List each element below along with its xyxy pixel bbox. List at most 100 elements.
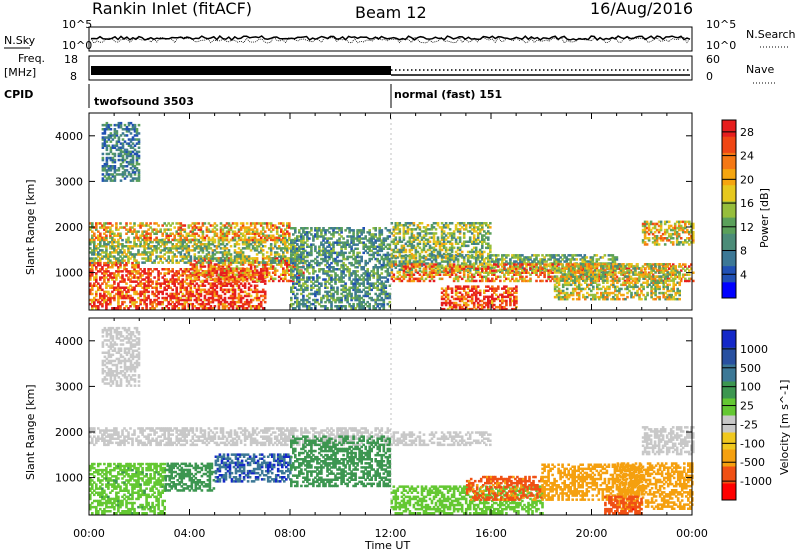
heatmap-cell	[145, 303, 148, 306]
heatmap-cell	[167, 255, 170, 257]
heatmap-cell	[110, 128, 113, 131]
heatmap-cell	[451, 222, 454, 225]
heatmap-cell	[294, 227, 297, 230]
heatmap-cell	[368, 293, 371, 296]
heatmap-cell	[130, 132, 133, 135]
noise-right-tick-bottom: 10^0	[706, 39, 736, 52]
heatmap-cell	[288, 233, 291, 236]
heatmap-cell	[258, 261, 261, 264]
heatmap-cell	[596, 254, 599, 257]
heatmap-cell	[437, 236, 440, 239]
heatmap-cell	[453, 247, 456, 250]
heatmap-cell	[198, 222, 201, 225]
heatmap-cell	[175, 287, 178, 290]
heatmap-cell	[399, 236, 402, 239]
heatmap-cell	[138, 155, 141, 158]
heatmap-cell	[120, 122, 123, 125]
heatmap-cell	[141, 307, 144, 310]
heatmap-cell	[469, 236, 472, 239]
heatmap-cell	[467, 245, 470, 248]
heatmap-cell	[290, 266, 293, 269]
heatmap-cell	[147, 291, 150, 294]
heatmap-cell	[121, 274, 124, 277]
heatmap-cell	[314, 246, 317, 249]
heatmap-cell	[362, 227, 365, 230]
heatmap-cell	[262, 307, 265, 310]
heatmap-cell	[214, 241, 217, 244]
heatmap-cell	[469, 260, 472, 263]
heatmap-cell	[451, 243, 454, 246]
heatmap-cell	[220, 295, 223, 298]
heatmap-cell	[262, 253, 265, 256]
heatmap-cell	[437, 222, 440, 225]
heatmap-cell	[350, 293, 353, 296]
heatmap-cell	[356, 248, 359, 251]
heatmap-cell	[114, 165, 117, 168]
heatmap-cell	[364, 235, 367, 238]
heatmap-cell	[262, 226, 265, 229]
heatmap-cell	[274, 278, 277, 281]
heatmap-cell	[228, 249, 231, 252]
heatmap-cell	[435, 228, 438, 231]
heatmap-cell	[443, 230, 446, 233]
heatmap-cell	[123, 249, 126, 252]
heatmap-cell	[204, 265, 207, 268]
heatmap-cell	[292, 291, 295, 294]
heatmap-cell	[149, 222, 152, 225]
heatmap-cell	[242, 267, 245, 270]
heatmap-cell	[356, 270, 359, 273]
heatmap-cell	[264, 280, 267, 283]
heatmap-cell	[236, 222, 239, 225]
heatmap-cell	[310, 307, 313, 310]
heatmap-cell	[604, 254, 607, 257]
heatmap-cell	[234, 289, 237, 292]
heatmap-cell	[134, 124, 137, 127]
heatmap-cell	[250, 295, 253, 298]
heatmap-cell	[138, 124, 141, 127]
heatmap-cell	[459, 236, 462, 239]
heatmap-cell	[129, 241, 132, 244]
heatmap-cell	[360, 256, 363, 259]
freq-panel: Freq. [MHz] 18 8 60 0 Nave	[4, 52, 775, 83]
heatmap-cell	[507, 254, 510, 257]
heatmap-cell	[115, 222, 118, 225]
heatmap-cell	[366, 268, 369, 271]
heatmap-cell	[308, 237, 311, 240]
heatmap-cell	[374, 233, 377, 236]
heatmap-cell	[133, 222, 136, 225]
heatmap-cell	[125, 282, 128, 285]
heatmap-cell	[137, 261, 140, 264]
heatmap-cell	[159, 228, 162, 231]
heatmap-cell	[246, 222, 249, 225]
heatmap-cell	[264, 230, 267, 233]
heatmap-cell	[135, 301, 138, 304]
heatmap-cell	[139, 241, 142, 244]
heatmap-cell	[264, 245, 267, 248]
heatmap-cell	[121, 239, 124, 242]
heatmap-cell	[320, 282, 323, 285]
heatmap-cell	[296, 297, 299, 300]
heatmap-cell	[344, 252, 347, 255]
noise-right-tick-top: 10^5	[706, 18, 736, 31]
heatmap-cell	[421, 222, 424, 225]
heatmap-cell	[151, 280, 154, 283]
noise-left-tick-top: 10^5	[62, 18, 92, 31]
heatmap-cell	[194, 253, 197, 256]
heatmap-cell	[138, 138, 141, 141]
heatmap-cell	[306, 227, 309, 230]
heatmap-cell	[282, 222, 285, 225]
heatmap-cell	[264, 282, 267, 285]
heatmap-cell	[159, 272, 162, 275]
heatmap-cell	[111, 224, 114, 227]
heatmap-cell	[105, 235, 108, 238]
station-title: Rankin Inlet (fitACF)	[92, 0, 252, 18]
heatmap-cell	[114, 159, 117, 162]
heatmap-cell	[473, 234, 476, 237]
freq-band-1	[91, 66, 391, 75]
heatmap-cell	[336, 287, 339, 290]
heatmap-cell	[435, 232, 438, 235]
heatmap-cell	[463, 232, 466, 235]
heatmap-cell	[586, 256, 589, 259]
heatmap-cell	[190, 255, 193, 257]
